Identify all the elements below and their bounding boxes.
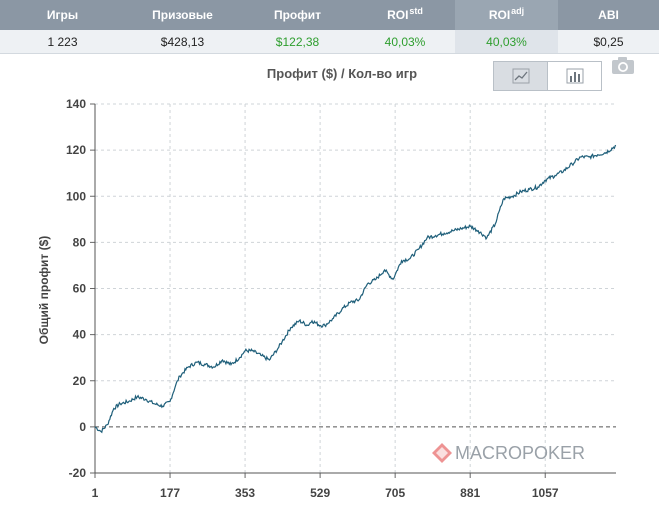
stats-header-row: Игры Призовые Профит ROI std ROI adj ABI: [0, 0, 659, 30]
y-axis-label: Общий профит ($): [37, 236, 51, 345]
x-tick-label: 1057: [532, 486, 559, 500]
x-tick-label: 1: [92, 486, 99, 500]
line-chart-button[interactable]: [493, 61, 548, 91]
watermark-logo-icon: [432, 443, 452, 463]
value-games: 1 223: [47, 34, 78, 49]
y-tick-label: 80: [73, 235, 87, 249]
header-profit[interactable]: Профит: [273, 8, 322, 22]
header-games[interactable]: Игры: [46, 8, 79, 22]
y-tick-label: 60: [73, 282, 87, 296]
y-tick-label: 100: [66, 189, 86, 203]
y-tick-label: 40: [73, 328, 87, 342]
chart-type-toggle: [493, 61, 602, 91]
bar-chart-icon: [566, 68, 583, 84]
stats-values-row: 1 223 $428,13 $122,38 40,03% 40,03% $0,2…: [0, 30, 659, 54]
value-roi-std: 40,03%: [384, 34, 426, 49]
bar-chart-button[interactable]: [547, 61, 602, 91]
value-abi: $0,25: [593, 34, 624, 49]
y-tick-label: 0: [79, 420, 86, 434]
x-tick-label: 881: [460, 486, 480, 500]
line-chart-icon: [512, 68, 529, 84]
value-prizes: $428,13: [160, 34, 205, 49]
stats-table: Игры Призовые Профит ROI std ROI adj ABI 1…: [0, 0, 659, 54]
value-roi-adj: 40,03%: [455, 30, 558, 53]
watermark-text: MACROPOKER: [455, 443, 585, 463]
camera-icon-glyph: [612, 57, 634, 74]
chart-title: Профит ($) / Кол-во игр: [266, 66, 418, 81]
watermark: MACROPOKER: [432, 443, 585, 463]
profit-series-line: [94, 144, 617, 434]
header-prizes[interactable]: Призовые: [152, 8, 213, 22]
header-roi-std[interactable]: ROI std: [387, 6, 423, 22]
x-tick-label: 705: [385, 486, 405, 500]
value-profit: $122,38: [275, 34, 320, 49]
y-tick-label: 120: [66, 143, 86, 157]
x-tick-label: 353: [235, 486, 255, 500]
x-tick-labels: 1 177 353 529 705 881 1057: [92, 486, 559, 500]
grid: [95, 103, 616, 474]
x-tick-label: 177: [160, 486, 180, 500]
header-roi-adj[interactable]: ROI adj: [455, 0, 558, 30]
y-tick-label: -20: [69, 466, 87, 480]
y-tick-label: 20: [73, 374, 87, 388]
camera-icon[interactable]: [611, 55, 635, 75]
y-tick-label: 140: [66, 97, 86, 111]
y-tick-labels: -20 0 20 40 60 80 100 120 140: [66, 97, 86, 480]
x-tick-label: 529: [310, 486, 330, 500]
header-abi[interactable]: ABI: [598, 8, 619, 22]
axes: [90, 103, 616, 478]
